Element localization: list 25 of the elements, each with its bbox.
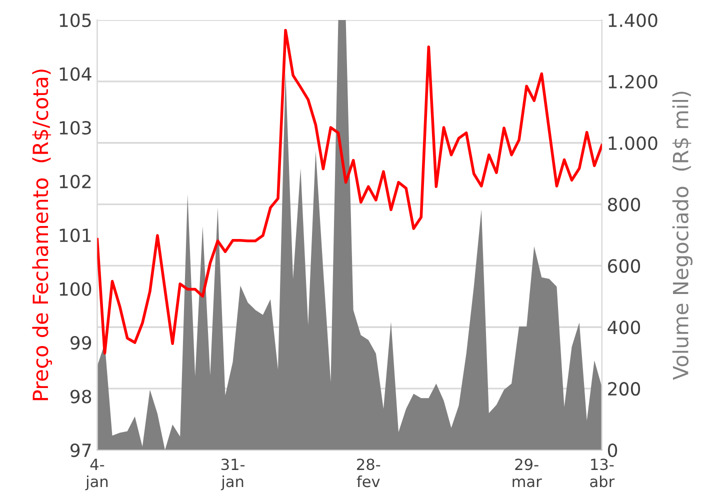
y-tick-label: 104 bbox=[60, 67, 92, 81]
x-tick-label: 28- fev bbox=[356, 458, 380, 488]
y-tick-label: 101 bbox=[60, 228, 91, 242]
x-tick-label: 4- jan bbox=[85, 458, 108, 490]
y2-tick-label: 1.200 bbox=[608, 74, 658, 89]
y-tick-label: 105 bbox=[60, 13, 91, 28]
y2-tick-label: 200 bbox=[608, 382, 640, 396]
y-tick-label: 97 bbox=[70, 443, 91, 458]
y2-tick-label: 0 bbox=[608, 443, 618, 458]
y-tick-label: 99 bbox=[70, 336, 92, 350]
y-tick-label: 102 bbox=[60, 174, 91, 188]
y2-tick-label: 800 bbox=[608, 198, 640, 212]
y2-tick-label: 400 bbox=[608, 320, 640, 334]
y2-tick-label: 1.000 bbox=[608, 136, 658, 150]
y-axis-title: Preço de Fechamento (R$/cota) bbox=[32, 70, 52, 400]
x-tick-label: 31- jan bbox=[220, 458, 245, 490]
y-tick-label: 100 bbox=[60, 282, 92, 296]
y2-tick-label: 600 bbox=[608, 259, 640, 273]
line-series bbox=[97, 28, 602, 355]
y2-axis-title: Volume Negociado (R$ mil) bbox=[672, 92, 693, 380]
x-tick-label: 29- mar bbox=[512, 458, 542, 488]
y-tick-label: 98 bbox=[70, 390, 92, 404]
y-tick-label: 103 bbox=[60, 120, 91, 135]
y2-tick-label: 1.400 bbox=[608, 13, 658, 28]
x-tick-label: 13- abr bbox=[590, 458, 615, 488]
